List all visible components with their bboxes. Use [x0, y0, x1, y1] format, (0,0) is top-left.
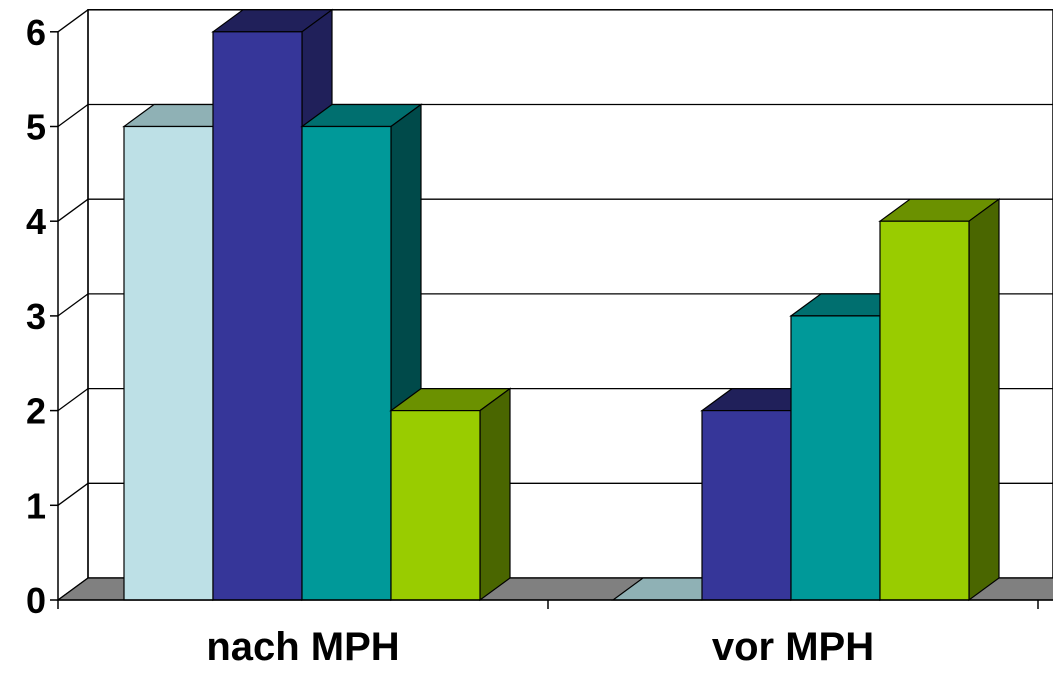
bar-front — [701, 410, 792, 601]
axis-labels: 0 1 2 3 4 5 6 nach MPH vor MPH — [26, 12, 874, 669]
side-wall-line — [57, 293, 89, 317]
bar-front — [301, 125, 392, 601]
y-tick-label: 0 — [26, 580, 46, 621]
bar-front — [123, 125, 214, 601]
side-wall-line — [57, 482, 89, 506]
y-tick-label: 6 — [26, 12, 46, 53]
bar-front — [390, 410, 481, 601]
bar-front — [879, 220, 970, 601]
side-wall-line — [57, 388, 89, 412]
bar-side — [968, 198, 1000, 602]
axes — [50, 31, 1053, 609]
bar — [389, 387, 512, 602]
y-tick-label: 5 — [26, 107, 46, 148]
side-wall-line — [57, 198, 89, 222]
y-tick-label: 2 — [26, 391, 46, 432]
x-category-label: nach MPH — [206, 625, 399, 669]
x-category-label: vor MPH — [712, 625, 874, 669]
bar — [300, 103, 423, 602]
y-tick-label: 3 — [26, 296, 46, 337]
side-wall-line — [57, 9, 89, 33]
bar — [878, 198, 1001, 602]
bar-side — [479, 387, 511, 602]
y-tick-label: 4 — [26, 201, 46, 242]
y-tick-label: 1 — [26, 485, 46, 526]
bar-front — [212, 31, 303, 601]
bars — [122, 8, 1001, 602]
side-wall-line — [57, 103, 89, 128]
bar-front — [790, 315, 881, 601]
